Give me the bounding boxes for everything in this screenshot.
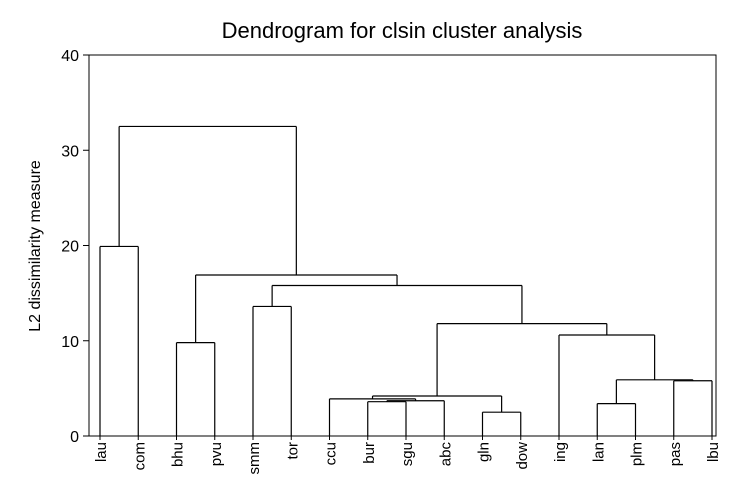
- leaf-label: pas: [667, 442, 684, 466]
- leaf-label: ccu: [323, 442, 340, 465]
- leaf-label: lan: [590, 442, 607, 462]
- dendrogram-links: [99, 125, 713, 436]
- leaf-label: smm: [246, 442, 263, 475]
- y-tick-label: 30: [61, 143, 79, 160]
- leaf-label: ing: [552, 442, 569, 462]
- leaf-labels: lau com bhu pvu smm tor ccu bur sgu abc gln dow ing l…: [93, 436, 722, 475]
- y-axis: 0 10 20 30 40: [61, 48, 89, 446]
- leaf-label: lau: [93, 442, 110, 462]
- leaf-label: gln: [476, 442, 493, 462]
- leaf-label: bur: [361, 442, 378, 464]
- leaf-label: lbu: [705, 442, 722, 462]
- y-tick-label: 20: [61, 239, 79, 256]
- leaf-label: tor: [284, 442, 301, 460]
- plot-frame: [88, 54, 717, 437]
- y-tick-label: 10: [61, 334, 79, 351]
- leaf-label: dow: [514, 442, 531, 470]
- leaf-label: bhu: [170, 442, 187, 467]
- leaf-label: com: [131, 442, 148, 470]
- leaf-label: plm: [629, 442, 646, 466]
- y-axis-label: L2 dissimilarity measure: [27, 160, 44, 332]
- y-tick-label: 40: [61, 48, 79, 65]
- chart-title: Dendrogram for clsin cluster analysis: [221, 18, 583, 43]
- leaf-label: sgu: [399, 442, 416, 466]
- leaf-label: pvu: [208, 442, 225, 466]
- leaf-label: abc: [437, 442, 454, 467]
- y-tick-label: 0: [70, 429, 79, 446]
